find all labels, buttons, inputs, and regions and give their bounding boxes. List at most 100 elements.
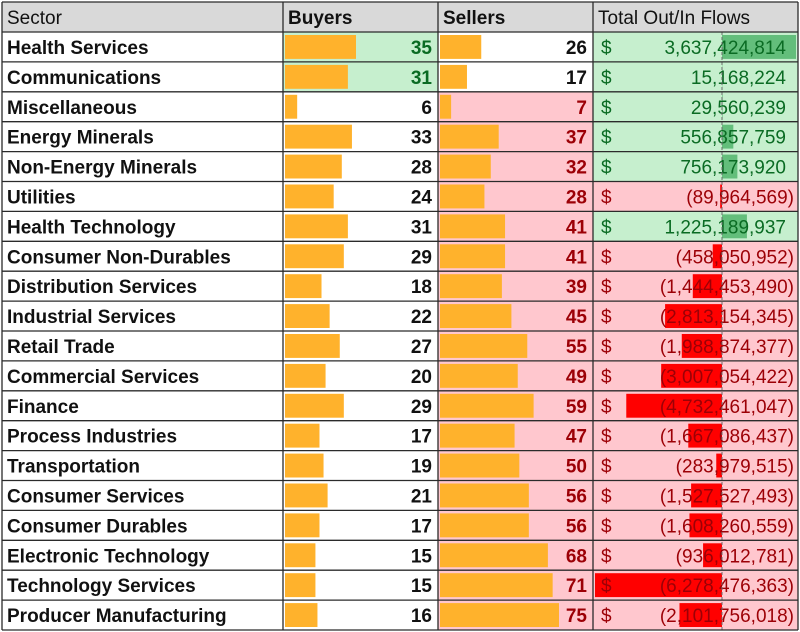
sector-label: Health Technology: [7, 217, 176, 238]
buyers-value: 31: [411, 68, 433, 89]
buyers-bar: [285, 543, 316, 568]
flow-currency: $: [601, 576, 612, 597]
sector-label: Electronic Technology: [7, 546, 210, 567]
buyers-value: 24: [411, 187, 433, 208]
flow-bar: [722, 94, 723, 119]
sellers-value: 56: [566, 516, 587, 537]
table-row: Consumer Non-Durables 29 41 $ (458,050,952): [7, 241, 798, 272]
sellers-highlight: [438, 91, 593, 122]
header-flows: Total Out/In Flows: [598, 8, 750, 29]
flow-highlight: [593, 61, 798, 92]
sellers-bar: [440, 543, 548, 568]
flow-value: (458,050,952): [676, 247, 794, 268]
flow-bar: [679, 603, 722, 627]
flow-bar: [720, 184, 722, 209]
flow-bar: [722, 154, 738, 179]
buyers-value: 27: [411, 337, 432, 358]
buyers-value: 29: [411, 247, 432, 268]
buyers-value: 33: [411, 128, 432, 149]
sellers-value: 71: [566, 576, 588, 597]
buyers-value: 15: [411, 546, 433, 567]
flow-value: 756,173,920: [680, 158, 786, 179]
flow-bar: [703, 543, 722, 568]
flow-bar: [722, 214, 747, 239]
header-buyers: Buyers: [288, 8, 352, 29]
flow-highlight: [593, 91, 798, 122]
flow-currency: $: [601, 427, 612, 448]
sellers-value: 56: [566, 486, 587, 507]
sector-label: Retail Trade: [7, 337, 115, 358]
buyers-value: 19: [411, 457, 432, 478]
buyers-bar: [285, 184, 334, 209]
table-row: Distribution Services 18 39 $ (1,444,453,490…: [7, 271, 798, 302]
sellers-value: 50: [566, 457, 587, 478]
sellers-bar: [440, 453, 520, 478]
buyers-bar: [285, 573, 316, 598]
sellers-value: 49: [566, 367, 587, 388]
sector-label: Energy Minerals: [7, 128, 154, 149]
sector-label: Commercial Services: [7, 367, 199, 388]
buyers-bar: [285, 393, 344, 418]
flow-value: (1,988,874,377): [660, 337, 794, 358]
sellers-bar: [440, 184, 485, 209]
buyers-bar: [285, 304, 330, 328]
sellers-bar: [440, 513, 529, 538]
flow-bar: [681, 334, 722, 358]
table-row: Retail Trade 27 55 $ (1,988,874,377): [7, 331, 798, 361]
table-body: Health Services 35 26 $3,637,424,814Communi…: [7, 32, 798, 630]
table-row: Process Industries 17 47 $ (1,667,086,437): [7, 420, 798, 451]
sellers-bar: [440, 214, 506, 239]
buyers-value: 31: [411, 217, 433, 238]
table-row: Transportation 19 50 $ (283,979,515): [7, 450, 798, 481]
buyers-value: 35: [411, 38, 433, 59]
sector-label: Health Services: [7, 38, 149, 59]
sellers-bar: [440, 603, 559, 627]
sellers-bar: [440, 334, 528, 358]
sector-label: Consumer Non-Durables: [7, 247, 231, 268]
sector-label: Distribution Services: [7, 277, 197, 298]
buyers-bar: [285, 64, 348, 89]
flow-currency: $: [601, 546, 612, 567]
buyers-bar: [285, 94, 298, 119]
flow-value: 556,857,759: [680, 128, 786, 149]
sellers-bar: [440, 64, 467, 89]
flow-highlight: [593, 181, 798, 212]
flow-bar: [712, 244, 722, 269]
flow-bar: [722, 35, 796, 59]
flow-highlight: [593, 211, 798, 242]
table-row: Consumer Durables 17 56 $ (1,608,260,559): [7, 510, 798, 541]
sellers-value: 47: [566, 427, 587, 448]
flow-value: (4,732,461,047): [660, 397, 794, 418]
sellers-value: 75: [566, 606, 588, 627]
sector-label: Communications: [7, 68, 161, 89]
buyers-bar: [285, 124, 352, 149]
flow-currency: $: [601, 606, 612, 627]
sellers-bar: [440, 393, 534, 418]
sector-label: Finance: [7, 397, 79, 418]
flow-bar: [691, 483, 722, 508]
header-background: [2, 2, 798, 32]
flow-bar: [722, 124, 734, 149]
flow-bar: [688, 423, 722, 448]
header-sector: Sector: [7, 8, 63, 29]
flow-highlight: [593, 151, 798, 182]
flow-value: (283,979,515): [676, 457, 794, 478]
buyers-bar: [285, 244, 344, 269]
flow-bar: [665, 304, 722, 328]
buyers-bar: [285, 154, 342, 179]
flow-currency: $: [601, 38, 612, 59]
buyers-bar: [285, 214, 348, 239]
sellers-bar: [440, 423, 515, 448]
buyers-value: 16: [411, 606, 432, 627]
flow-currency: $: [601, 397, 612, 418]
buyers-value: 20: [411, 367, 432, 388]
buyers-value: 22: [411, 307, 432, 328]
sellers-bar: [440, 244, 506, 269]
sellers-bar: [440, 304, 512, 328]
sellers-value: 68: [566, 546, 587, 567]
buyers-value: 17: [411, 427, 432, 448]
sellers-bar: [440, 483, 529, 508]
flow-value: (1,667,086,437): [660, 427, 794, 448]
sellers-value: 7: [576, 98, 587, 119]
